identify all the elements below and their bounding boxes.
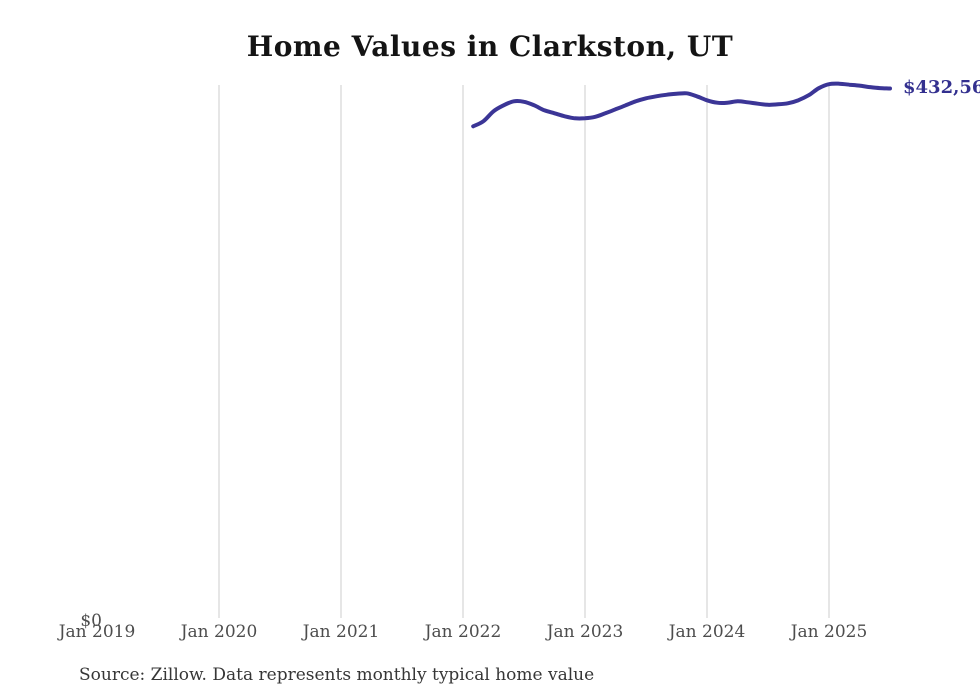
x-tick-label: Jan 2025	[790, 622, 868, 642]
x-tick-label: Jan 2023	[546, 622, 624, 642]
x-tick-label: Jan 2022	[424, 622, 502, 642]
y-axis-zero-label: $0	[80, 611, 102, 631]
chart-title: Home Values in Clarkston, UT	[246, 30, 734, 63]
x-tick-label: Jan 2019	[58, 622, 136, 642]
x-tick-label: Jan 2021	[302, 622, 380, 642]
home-value-line	[471, 81, 892, 129]
x-tick-label: Jan 2024	[668, 622, 746, 642]
source-note: Source: Zillow. Data represents monthly …	[79, 665, 595, 685]
x-tick-label: Jan 2020	[180, 622, 258, 642]
end-value-label: $432,560	[903, 77, 980, 98]
